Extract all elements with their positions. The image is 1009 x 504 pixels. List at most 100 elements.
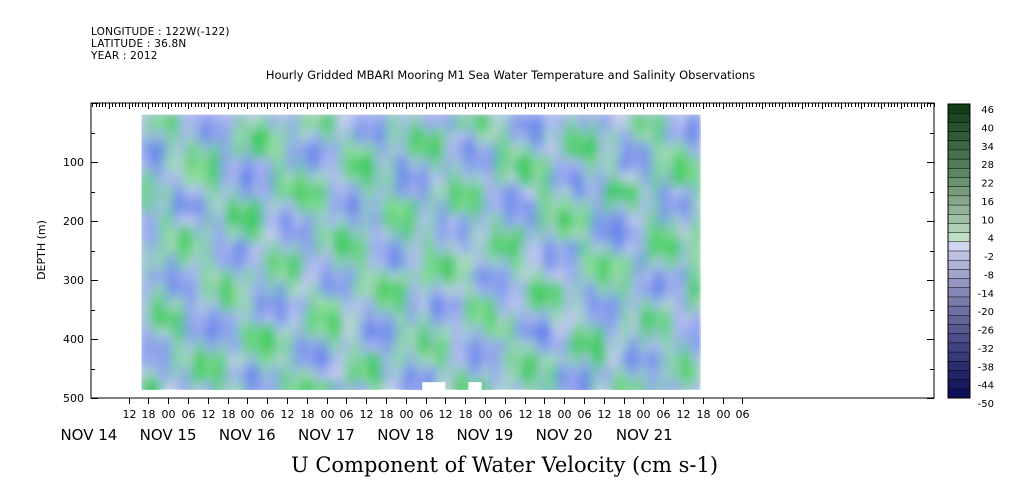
field-cell xyxy=(273,296,281,312)
field-cell xyxy=(261,268,269,284)
field-cell xyxy=(303,324,311,340)
field-cell xyxy=(501,352,509,368)
field-cell xyxy=(537,142,545,158)
field-cell xyxy=(447,170,455,186)
field-cell xyxy=(243,212,251,228)
field-cell xyxy=(147,240,155,256)
field-cell xyxy=(195,338,203,354)
field-cell xyxy=(309,338,317,354)
field-cell xyxy=(189,380,197,390)
field-cell xyxy=(171,254,179,270)
field-cell xyxy=(147,338,155,354)
field-cell xyxy=(495,296,503,312)
field-cell xyxy=(591,184,599,200)
field-cell xyxy=(561,184,569,200)
field-cell xyxy=(363,198,371,214)
field-cell xyxy=(279,198,287,214)
field-cell xyxy=(633,338,641,354)
field-cell xyxy=(681,128,689,144)
field-cell xyxy=(387,142,395,158)
field-cell xyxy=(399,338,407,354)
field-cell xyxy=(153,282,161,298)
field-cell xyxy=(399,170,407,186)
colorbar-bin xyxy=(948,241,970,252)
field-cell xyxy=(171,170,179,186)
field-cell xyxy=(207,296,215,312)
field-cell xyxy=(207,128,215,144)
field-cell xyxy=(489,212,497,228)
field-cell xyxy=(423,268,431,284)
field-cell xyxy=(549,366,557,382)
field-cell xyxy=(183,296,191,312)
field-cell xyxy=(687,352,695,368)
field-cell xyxy=(147,114,155,130)
x-tick-label: 06 xyxy=(499,408,513,421)
field-cell xyxy=(297,352,305,368)
field-cell xyxy=(609,156,617,172)
field-cell xyxy=(561,156,569,172)
field-cell xyxy=(351,282,359,298)
field-cell xyxy=(327,380,335,390)
field-cell xyxy=(573,324,581,340)
field-cell xyxy=(279,156,287,172)
field-cell xyxy=(483,324,491,340)
field-cell xyxy=(327,128,335,144)
field-cell xyxy=(327,268,335,284)
field-cell xyxy=(489,226,497,242)
field-cell xyxy=(603,142,611,158)
field-cell xyxy=(405,142,413,158)
field-cell xyxy=(309,114,317,130)
field-cell xyxy=(687,198,695,214)
field-cell xyxy=(261,142,269,158)
field-cell xyxy=(411,380,419,390)
field-cell xyxy=(495,338,503,354)
field-cell xyxy=(183,366,191,382)
field-cell xyxy=(501,324,509,340)
field-cell xyxy=(405,338,413,354)
field-cell xyxy=(411,268,419,284)
field-cell xyxy=(387,296,395,312)
colorbar-label: 46 xyxy=(981,105,994,116)
field-cell xyxy=(363,324,371,340)
field-cell xyxy=(681,296,689,312)
field-cell xyxy=(369,198,377,214)
field-cell xyxy=(687,170,695,186)
field-cell xyxy=(333,254,341,270)
field-cell xyxy=(537,310,545,326)
field-cell xyxy=(273,212,281,228)
field-cell xyxy=(675,352,683,368)
field-cell xyxy=(531,114,539,130)
field-cell xyxy=(627,296,635,312)
field-cell xyxy=(507,366,515,382)
field-cell xyxy=(453,184,461,200)
field-cell xyxy=(471,366,479,382)
field-cell xyxy=(213,170,221,186)
field-cell xyxy=(531,198,539,214)
field-cell xyxy=(645,240,653,256)
field-cell xyxy=(543,366,551,382)
field-cell xyxy=(381,240,389,256)
field-cell xyxy=(219,310,227,326)
field-cell xyxy=(177,324,185,340)
field-cell xyxy=(405,184,413,200)
field-cell xyxy=(525,352,533,368)
field-cell xyxy=(177,380,185,390)
field-cell xyxy=(591,352,599,368)
field-cell xyxy=(609,184,617,200)
field-cell xyxy=(555,366,563,382)
x-tick-label: 00 xyxy=(400,408,414,421)
field-cell xyxy=(189,268,197,284)
field-cell xyxy=(267,114,275,130)
field-cell xyxy=(297,240,305,256)
field-cell xyxy=(609,310,617,326)
field-cell xyxy=(639,352,647,368)
x-tick-label: 06 xyxy=(420,408,434,421)
field-cell xyxy=(441,128,449,144)
field-cell xyxy=(159,254,167,270)
field-cell xyxy=(687,240,695,256)
field-cell xyxy=(675,324,683,340)
colorbar-label: 28 xyxy=(981,160,994,171)
field-cell xyxy=(177,240,185,256)
field-cell xyxy=(345,268,353,284)
field-cell xyxy=(147,324,155,340)
